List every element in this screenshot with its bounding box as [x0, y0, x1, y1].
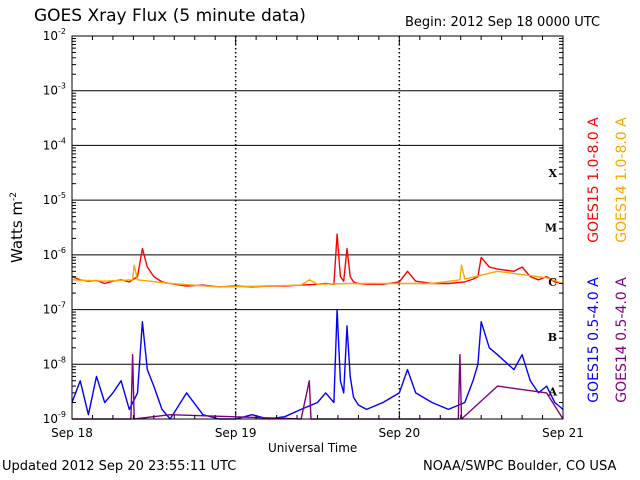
legend-entry: GOES14 0.5-4.0 A — [614, 277, 630, 403]
updated-timestamp: Updated 2012 Sep 20 23:55:11 UTC — [2, 459, 237, 474]
legend-entry: GOES15 1.0-8.0 A — [586, 117, 602, 243]
x-tick-label: Sep 19 — [215, 426, 257, 440]
y-tick-label: 10-4 — [43, 136, 66, 152]
series-layer — [71, 233, 564, 420]
x-tick-label: Sep 18 — [51, 426, 93, 440]
y-axis-title: Watts m-2 — [8, 192, 26, 263]
series-line-1 — [71, 233, 564, 288]
x-tick-label: Sep 20 — [378, 426, 420, 440]
flare-class-label: B — [548, 331, 557, 344]
x-tick-label: Sep 21 — [542, 426, 584, 440]
flare-class-label: C — [548, 276, 557, 289]
y-tick-label: 10-8 — [43, 355, 66, 371]
y-tick-label: 10-5 — [43, 191, 66, 207]
begin-timestamp: Begin: 2012 Sep 18 0000 UTC — [405, 15, 601, 30]
flare-class-label: A — [547, 386, 557, 399]
flare-class-label: M — [545, 222, 557, 235]
x-axis-title: Universal Time — [268, 441, 358, 455]
chart-title: GOES Xray Flux (5 minute data) — [34, 6, 306, 26]
grid-layer — [72, 36, 563, 419]
series-line-2 — [71, 264, 564, 288]
plot-frame — [71, 35, 564, 420]
flare-class-label: X — [548, 167, 557, 180]
y-tick-label: 10-9 — [43, 410, 66, 426]
legend-entry: GOES14 1.0-8.0 A — [614, 117, 630, 243]
y-tick-label: 10-7 — [43, 301, 66, 317]
series-line-3 — [71, 308, 564, 420]
axes-layer — [71, 35, 564, 420]
y-tick-label: 10-3 — [43, 82, 66, 98]
credit-text: NOAA/SWPC Boulder, CO USA — [423, 459, 617, 474]
legend-entry: GOES15 0.5-4.0 A — [586, 277, 602, 403]
y-tick-label: 10-6 — [43, 246, 66, 262]
y-tick-label: 10-2 — [43, 27, 66, 43]
